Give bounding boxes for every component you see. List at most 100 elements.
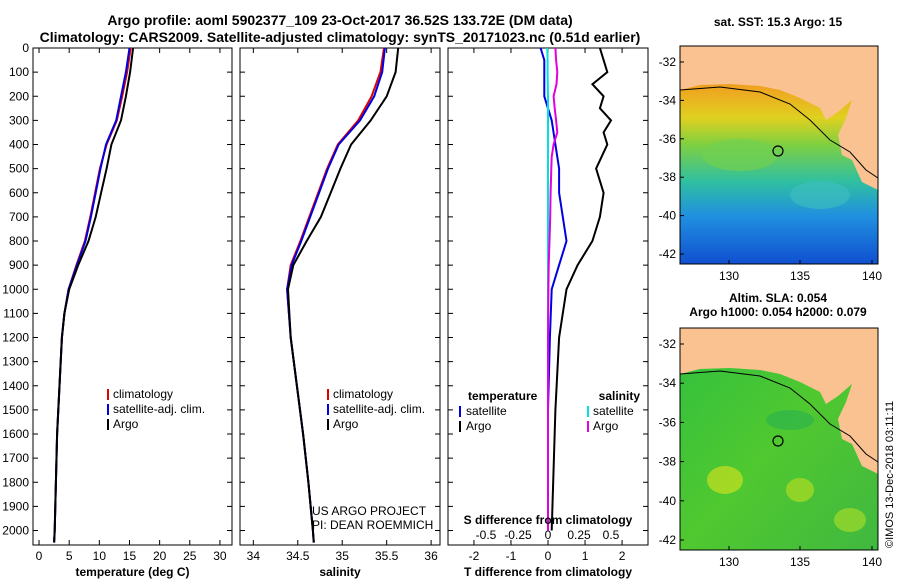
depth-tick-label: 400 [9, 138, 29, 152]
map-lat-label: -40 [659, 494, 677, 508]
x-tick-label: 0 [36, 549, 43, 563]
map-lon-label: 135 [790, 269, 810, 283]
map-lon-label: 140 [862, 555, 882, 569]
legend-label: climatology [333, 387, 393, 401]
x-tick-label: 10 [93, 549, 107, 563]
depth-tick-label: 300 [9, 113, 29, 127]
top-tick-label: 0.25 [567, 528, 591, 542]
watermark-text: PI: DEAN ROEMMICH [312, 518, 433, 532]
map-lat-label: -32 [659, 55, 677, 69]
map-lat-label: -36 [659, 132, 677, 146]
series-line-satellite [539, 47, 568, 531]
sla-land [680, 328, 878, 474]
depth-tick-label: 1500 [2, 403, 29, 417]
title-line-2: Climatology: CARS2009. Satellite-adjuste… [39, 29, 641, 45]
x-tick-label: 35.5 [375, 549, 399, 563]
sla-argo-position [772, 435, 784, 447]
sst-contour [679, 86, 879, 179]
depth-tick-label: 1300 [2, 355, 29, 369]
map-lat-label: -34 [659, 93, 677, 107]
legend-label: climatology [113, 387, 173, 401]
depth-tick-label: 0 [22, 41, 29, 55]
map-ticks: -32 -34 -36 -38 -40 -42 130 135 140 -32 -34 -36 -38 -… [659, 55, 883, 569]
x-tick-label: 25 [183, 549, 197, 563]
x-tick-label: 20 [153, 549, 167, 563]
x-tick-label: 1 [582, 549, 589, 563]
sst-frame [679, 45, 879, 265]
panel-frame-temperature [32, 47, 233, 546]
depth-tick-label: 100 [9, 65, 29, 79]
series-line-climatology [53, 47, 132, 543]
depth-tick-label: 1900 [2, 499, 29, 513]
x-axis-label-differences: T difference from climatology [464, 565, 632, 579]
map-lon-label: 135 [790, 555, 810, 569]
legend-label: satellite [466, 404, 507, 418]
map-lon-label: 140 [862, 269, 882, 283]
profile-panels: 0100200300400500600700800900100011001200… [2, 41, 649, 579]
x-tick-label: 15 [123, 549, 137, 563]
map-lat-label: -40 [659, 209, 677, 223]
x-tick-label: 0 [545, 549, 552, 563]
x-tick-label: 36 [424, 549, 438, 563]
top-tick-label: -0.25 [504, 528, 532, 542]
sla-map-title-2: Argo h1000: 0.054 h2000: 0.079 [689, 305, 867, 319]
map-lon-label: 130 [719, 555, 739, 569]
legend-label: Argo [593, 419, 619, 433]
map-lat-label: -38 [659, 455, 677, 469]
sst-land [680, 46, 878, 190]
x-axis-label-temperature: temperature (deg C) [75, 565, 189, 579]
sla-frame [679, 327, 879, 551]
legend-title-left: temperature [468, 389, 538, 403]
x-tick-label: -2 [469, 549, 480, 563]
series-line-argo [53, 47, 135, 543]
x-tick-label: 34.5 [286, 549, 310, 563]
depth-tick-label: 1800 [2, 475, 29, 489]
top-tick-label: -0.5 [476, 528, 497, 542]
depth-tick-label: 1000 [2, 282, 29, 296]
sla-patch [786, 478, 814, 502]
panel-frame-salinity [239, 47, 441, 546]
map-lat-label: -42 [659, 533, 677, 547]
watermark-text: US ARGO PROJECT [312, 504, 427, 518]
sst-patch [790, 181, 850, 209]
depth-tick-label: 700 [9, 210, 29, 224]
map-lat-label: -32 [659, 337, 677, 351]
title-line-1: Argo profile: aoml 5902377_109 23-Oct-20… [107, 12, 573, 28]
map-lat-label: -36 [659, 415, 677, 429]
depth-tick-label: 500 [9, 162, 29, 176]
depth-tick-label: 1100 [3, 306, 29, 320]
legend-title-right: salinity [599, 389, 641, 403]
x-tick-label: 5 [66, 549, 73, 563]
legend-label: Argo [333, 417, 359, 431]
map-lat-label: -34 [659, 376, 677, 390]
depth-tick-label: 1700 [2, 451, 29, 465]
legend-label: satellite [593, 404, 634, 418]
top-tick-label: 0.5 [603, 528, 620, 542]
series-line-argo_salinity_diff [547, 47, 559, 531]
map-lon-label: 130 [719, 269, 739, 283]
imos-credit: ©IMOS 13-Dec-2018 03:11:11 [884, 401, 896, 548]
depth-tick-label: 200 [9, 89, 29, 103]
sla-map [679, 327, 879, 551]
map-lat-label: -38 [659, 170, 677, 184]
depth-tick-label: 800 [9, 234, 29, 248]
x-tick-label: 34 [247, 549, 261, 563]
legend-label: satellite-adj. clim. [333, 402, 425, 416]
legend-label: satellite-adj. clim. [113, 402, 205, 416]
top-tick-label: 0 [545, 528, 552, 542]
sla-patch [834, 508, 866, 532]
sst-map-title: sat. SST: 15.3 Argo: 15 [714, 15, 843, 29]
series-line-argo [550, 47, 613, 531]
x-tick-label: 2 [619, 549, 626, 563]
sst-argo-position [772, 145, 784, 157]
sla-patch [707, 466, 743, 494]
x-axis-label-salinity: salinity [319, 565, 361, 579]
sla-map-title-1: Altim. SLA: 0.054 [729, 291, 827, 305]
depth-tick-label: 1400 [2, 379, 29, 393]
sst-map [679, 45, 879, 265]
x-tick-label: -1 [506, 549, 517, 563]
sla-patch [766, 410, 814, 430]
depth-tick-label: 900 [9, 258, 29, 272]
sla-contour [679, 370, 879, 463]
